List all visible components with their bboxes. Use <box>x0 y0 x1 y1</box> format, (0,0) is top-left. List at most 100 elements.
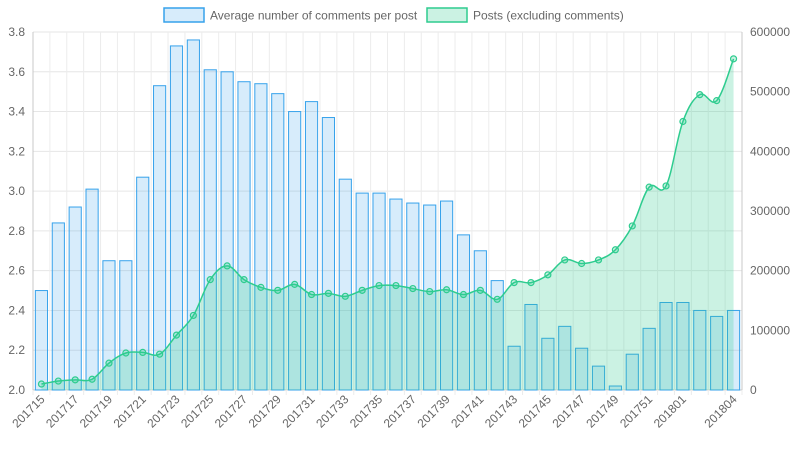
bar[interactable] <box>575 347 589 391</box>
posts-point[interactable] <box>594 256 603 264</box>
bar[interactable] <box>288 111 302 391</box>
bar[interactable] <box>237 81 251 391</box>
legend-swatch-bars <box>163 7 205 23</box>
y-right-tick-label: 200000 <box>750 264 790 278</box>
bar[interactable] <box>490 280 504 391</box>
bar[interactable] <box>625 353 639 391</box>
bar[interactable] <box>34 290 49 391</box>
posts-point[interactable] <box>122 349 130 357</box>
posts-point[interactable] <box>139 348 147 357</box>
x-tick-label: 201729 <box>246 392 284 430</box>
posts-point[interactable] <box>409 284 417 293</box>
posts-point[interactable] <box>628 222 636 230</box>
posts-point[interactable] <box>105 359 113 367</box>
x-tick-label: 201717 <box>43 392 81 430</box>
bar[interactable] <box>68 206 82 391</box>
bar[interactable] <box>169 45 184 391</box>
posts-point[interactable] <box>645 183 653 191</box>
posts-point[interactable] <box>189 311 197 320</box>
bar-series <box>34 39 741 391</box>
bar[interactable] <box>186 39 200 391</box>
posts-point[interactable] <box>257 283 265 291</box>
bar[interactable] <box>153 85 167 391</box>
legend-label-posts: Posts (excluding comments) <box>473 9 624 23</box>
posts-point[interactable] <box>578 259 586 268</box>
bar[interactable] <box>608 385 622 391</box>
posts-point[interactable] <box>426 287 434 296</box>
bar[interactable] <box>102 260 116 391</box>
bar[interactable] <box>372 192 386 391</box>
posts-point[interactable] <box>88 375 96 383</box>
posts-point[interactable] <box>662 182 670 190</box>
bar[interactable] <box>642 327 656 391</box>
posts-point[interactable] <box>544 271 552 279</box>
bar[interactable] <box>304 101 319 391</box>
x-tick-label: 201727 <box>212 392 250 430</box>
posts-point[interactable] <box>510 279 518 287</box>
bar[interactable] <box>85 188 99 391</box>
posts-point[interactable] <box>71 376 79 384</box>
posts-point[interactable] <box>375 281 383 290</box>
posts-point[interactable] <box>172 331 181 339</box>
posts-point[interactable] <box>240 276 248 284</box>
posts-point[interactable] <box>341 292 349 300</box>
bar[interactable] <box>355 192 369 391</box>
bar[interactable] <box>440 200 454 391</box>
bar[interactable] <box>524 303 538 391</box>
posts-point[interactable] <box>611 246 619 254</box>
bar[interactable] <box>136 176 150 391</box>
bar[interactable] <box>271 93 285 391</box>
area-series <box>37 55 738 390</box>
bar[interactable] <box>726 309 741 391</box>
posts-point[interactable] <box>679 117 687 126</box>
bar[interactable] <box>389 198 403 391</box>
y-right-tick-label: 0 <box>750 383 757 397</box>
posts-point[interactable] <box>729 55 738 63</box>
posts-point[interactable] <box>561 256 569 264</box>
y-right-tick-label: 400000 <box>750 144 790 158</box>
bar[interactable] <box>423 204 437 391</box>
posts-point[interactable] <box>54 377 62 385</box>
x-tick-label: 201751 <box>617 392 655 430</box>
posts-point[interactable] <box>358 286 366 294</box>
posts-point[interactable] <box>274 286 282 294</box>
bar[interactable] <box>456 234 471 391</box>
bar[interactable] <box>541 337 555 391</box>
posts-point[interactable] <box>307 290 316 299</box>
bar[interactable] <box>676 301 690 391</box>
posts-point[interactable] <box>442 286 451 294</box>
posts-point[interactable] <box>493 295 501 303</box>
bar[interactable] <box>591 365 606 391</box>
legend-item-bars[interactable]: Average number of comments per post <box>163 7 418 23</box>
posts-point[interactable] <box>713 97 721 105</box>
posts-point[interactable] <box>324 289 333 297</box>
bar[interactable] <box>254 83 268 391</box>
posts-point[interactable] <box>476 286 484 294</box>
posts-point[interactable] <box>206 276 214 284</box>
bar[interactable] <box>659 301 673 391</box>
bar[interactable] <box>203 69 217 391</box>
bar[interactable] <box>220 71 234 391</box>
bar[interactable] <box>710 315 724 391</box>
bar[interactable] <box>558 325 572 391</box>
posts-point[interactable] <box>291 280 299 288</box>
x-tick-label: 201733 <box>313 392 351 430</box>
legend-item-posts[interactable]: Posts (excluding comments) <box>426 7 624 23</box>
bar[interactable] <box>51 222 65 391</box>
bar[interactable] <box>321 117 335 391</box>
bar[interactable] <box>693 309 707 391</box>
x-tick-label: 201747 <box>550 392 588 430</box>
bar[interactable] <box>406 202 420 391</box>
posts-point[interactable] <box>223 262 231 270</box>
posts-point[interactable] <box>527 279 535 287</box>
bar[interactable] <box>119 260 133 391</box>
bar[interactable] <box>473 250 487 391</box>
posts-point[interactable] <box>459 290 468 299</box>
bar[interactable] <box>507 345 521 391</box>
posts-point[interactable] <box>392 281 400 290</box>
posts-point[interactable] <box>696 91 704 99</box>
bar[interactable] <box>338 178 352 391</box>
posts-point[interactable] <box>156 350 164 358</box>
posts-point[interactable] <box>37 380 46 388</box>
